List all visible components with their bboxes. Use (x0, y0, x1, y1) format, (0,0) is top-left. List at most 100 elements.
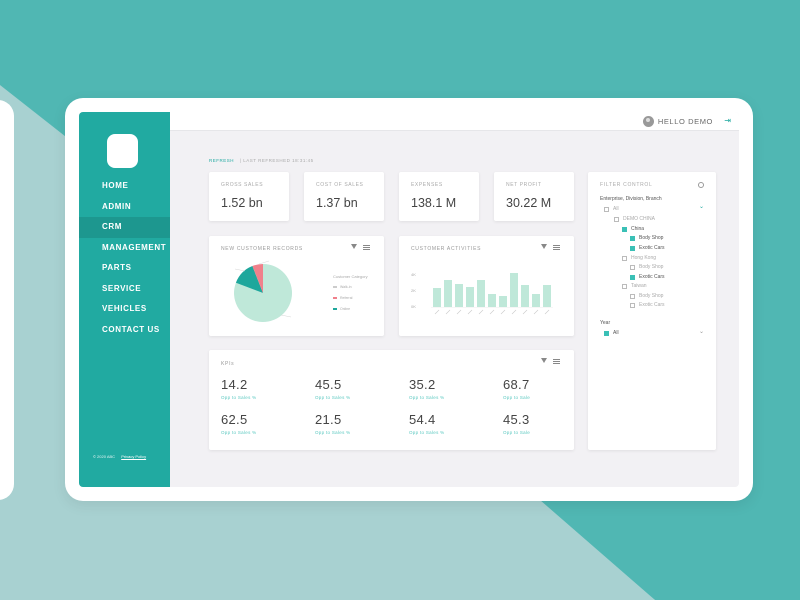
sidebar: HOME ADMIN CRM MANAGEMENT PARTS SERVICE … (79, 112, 170, 487)
tree-item[interactable]: China (622, 226, 644, 232)
tree-item[interactable]: Exotic Cars (630, 245, 665, 251)
refresh-button[interactable]: REFRESH (209, 158, 235, 163)
tree-item[interactable]: Body Shop (630, 293, 663, 299)
side-device (0, 100, 14, 500)
filter-icon[interactable] (541, 244, 547, 250)
sidebar-nav: HOME ADMIN CRM MANAGEMENT PARTS SERVICE … (79, 176, 170, 340)
y-tick: 2K (411, 288, 416, 293)
filter-title: FILTER CONTROL (600, 182, 653, 188)
kpi-item: 21.5 Opp to Sales % (315, 412, 351, 435)
checkbox[interactable] (622, 226, 627, 232)
filter-control-panel: FILTER CONTROL Enterprise, Division, Bra… (588, 172, 716, 450)
greeting: HELLO DEMO (657, 117, 713, 126)
tree-item[interactable]: Taiwan (622, 283, 647, 289)
kpi-item: 45.3 Opp to Sale (503, 412, 531, 435)
legend-online[interactable]: Online (333, 307, 350, 311)
app-screen: HOME ADMIN CRM MANAGEMENT PARTS SERVICE … (79, 112, 739, 487)
user-menu[interactable]: HELLO DEMO (642, 116, 713, 127)
kpi-item: 68.7 Opp to Sale (503, 377, 531, 400)
checkbox[interactable] (630, 245, 635, 251)
chevron-down-icon[interactable]: ⌄ (698, 204, 704, 210)
kpi-item: 45.5 Opp to Sales % (315, 377, 351, 400)
legend-title: Customer Category (333, 274, 368, 279)
sidebar-item-management[interactable]: MANAGEMENT (102, 242, 167, 252)
checkbox[interactable] (630, 293, 635, 299)
checkbox[interactable] (622, 283, 627, 289)
stat-label: EXPENSES (411, 182, 443, 188)
sidebar-item-vehicles[interactable]: VEHICLES (102, 304, 147, 313)
new-customer-records-card: NEW CUSTOMER RECORDS Customer Category W… (209, 236, 384, 336)
checkbox[interactable] (604, 330, 609, 336)
stat-value: 30.22 M (506, 196, 552, 210)
copyright: © 2020 ABC (93, 454, 116, 459)
tablet-frame: HOME ADMIN CRM MANAGEMENT PARTS SERVICE … (65, 98, 753, 501)
last-refreshed: | LAST REFRESHED 18:31:45 (239, 158, 314, 163)
tree-item[interactable]: Exotic Cars (630, 274, 665, 280)
tree-item[interactable]: DEMO CHINA (614, 216, 655, 222)
stat-value: 138.1 M (411, 196, 457, 210)
stat-value: 1.52 bn (221, 196, 263, 210)
sidebar-item-crm[interactable]: CRM (79, 217, 170, 238)
sidebar-item-service[interactable]: SERVICE (102, 283, 142, 293)
checkbox[interactable] (630, 235, 635, 241)
legend-referral[interactable]: Referral (333, 296, 352, 300)
top-bar: HELLO DEMO ⇥ (170, 112, 739, 131)
pie-chart (234, 260, 293, 322)
tree-item[interactable]: All (604, 206, 619, 212)
card-title: KPIs (221, 361, 235, 367)
checkbox[interactable] (630, 264, 635, 270)
app-logo[interactable] (107, 134, 138, 168)
y-tick: 4K (411, 272, 416, 277)
sidebar-item-home[interactable]: HOME (102, 181, 129, 190)
privacy-policy-link[interactable]: Privacy Policy (121, 454, 147, 459)
tree-item[interactable]: Body Shop (630, 264, 663, 270)
chevron-down-icon[interactable]: ⌄ (698, 329, 704, 335)
menu-icon[interactable] (363, 244, 370, 250)
filter-icon[interactable] (541, 358, 547, 364)
pie-slice-walk-in (234, 264, 293, 322)
tree-item[interactable]: Hong Kong (622, 255, 656, 261)
customer-activities-card: CUSTOMER ACTIVITIES 4K 2K 0K (399, 236, 574, 336)
year-select[interactable]: All (604, 330, 619, 336)
checkbox[interactable] (630, 274, 635, 280)
legend-walk-in[interactable]: Walk-in (333, 285, 352, 289)
stat-label: GROSS SALES (221, 182, 264, 188)
tree-item[interactable]: Exotic Cars (630, 302, 665, 308)
stat-card-gross-sales: GROSS SALES 1.52 bn (209, 172, 289, 221)
stat-card-expenses: EXPENSES 138.1 M (399, 172, 479, 221)
section-label: Enterprise, Division, Branch (600, 196, 662, 202)
card-title: CUSTOMER ACTIVITIES (411, 246, 482, 252)
pie-slice-referral (252, 264, 263, 293)
kpi-item: 14.2 Opp to Sales % (221, 377, 257, 400)
bar-chart (431, 273, 553, 315)
menu-icon[interactable] (553, 244, 560, 250)
pie-slice-online (235, 266, 263, 293)
sidebar-item-parts[interactable]: PARTS (102, 263, 132, 272)
y-tick: 0K (411, 304, 416, 309)
kpi-item: 35.2 Opp to Sales % (409, 377, 445, 400)
checkbox[interactable] (630, 302, 635, 308)
stat-label: COST OF SALES (316, 182, 364, 188)
stat-value: 1.37 bn (316, 196, 358, 210)
card-title: NEW CUSTOMER RECORDS (221, 246, 303, 252)
checkbox[interactable] (614, 216, 619, 222)
tree-item[interactable]: Body Shop (630, 235, 663, 241)
checkbox[interactable] (622, 255, 627, 261)
logout-icon[interactable]: ⇥ (724, 116, 731, 125)
kpi-item: 54.4 Opp to Sales % (409, 412, 445, 435)
section-label: Year (600, 320, 611, 326)
kpi-item: 62.5 Opp to Sales % (221, 412, 257, 435)
sidebar-item-admin[interactable]: ADMIN (102, 201, 132, 211)
avatar-icon (642, 116, 654, 127)
refresh-row: REFRESH | LAST REFRESHED 18:31:45 (209, 158, 314, 163)
sidebar-item-contact-us[interactable]: CONTACT US (102, 324, 160, 334)
stat-card-net-profit: NET PROFIT 30.22 M (494, 172, 574, 221)
stat-label: NET PROFIT (506, 182, 542, 188)
sidebar-footer: © 2020 ABC Privacy Policy (93, 454, 146, 459)
menu-icon[interactable] (553, 358, 560, 364)
stat-card-cost-of-sales: COST OF SALES 1.37 bn (304, 172, 384, 221)
gear-icon[interactable] (698, 182, 704, 188)
checkbox[interactable] (604, 206, 609, 212)
filter-icon[interactable] (351, 244, 357, 250)
